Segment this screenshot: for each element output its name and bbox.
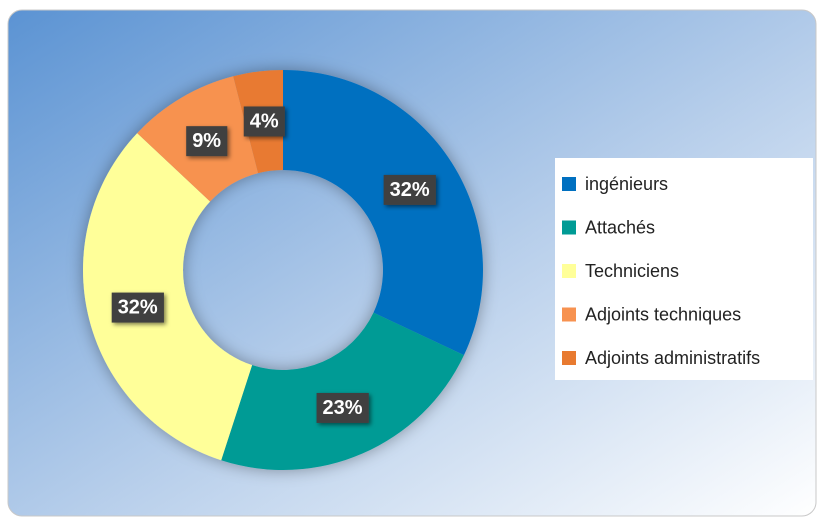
legend-label: Adjoints administratifs: [585, 348, 760, 368]
data-labels: 32% 23% 32% 9% 4%: [111, 106, 436, 423]
donut-slice: [221, 312, 464, 470]
legend-label: Techniciens: [585, 261, 679, 281]
data-label-box: [243, 106, 285, 137]
legend-swatch: [562, 220, 576, 235]
legend-label: ingénieurs: [585, 174, 668, 194]
legend-box: [555, 158, 813, 380]
data-label: 23%: [323, 397, 363, 419]
legend-swatch: [562, 307, 576, 322]
data-label-box: [316, 392, 369, 423]
legend-swatch: [562, 177, 576, 191]
data-label: 9%: [192, 130, 221, 152]
data-label: 32%: [118, 297, 158, 319]
legend-swatch: [562, 351, 576, 365]
legend-label: Adjoints techniques: [585, 304, 741, 324]
data-label-box: [111, 292, 164, 323]
data-label: 32%: [390, 179, 430, 201]
data-label-box: [186, 126, 228, 157]
data-label: 4%: [250, 110, 279, 132]
donut-slice: [283, 70, 484, 356]
legend-label: Attachés: [585, 217, 655, 237]
data-label-box: [383, 174, 436, 205]
donut-slice: [82, 133, 253, 461]
legend: ingénieurs Attachés Techniciens Adjoints te…: [562, 174, 760, 368]
legend-swatch: [562, 264, 576, 278]
